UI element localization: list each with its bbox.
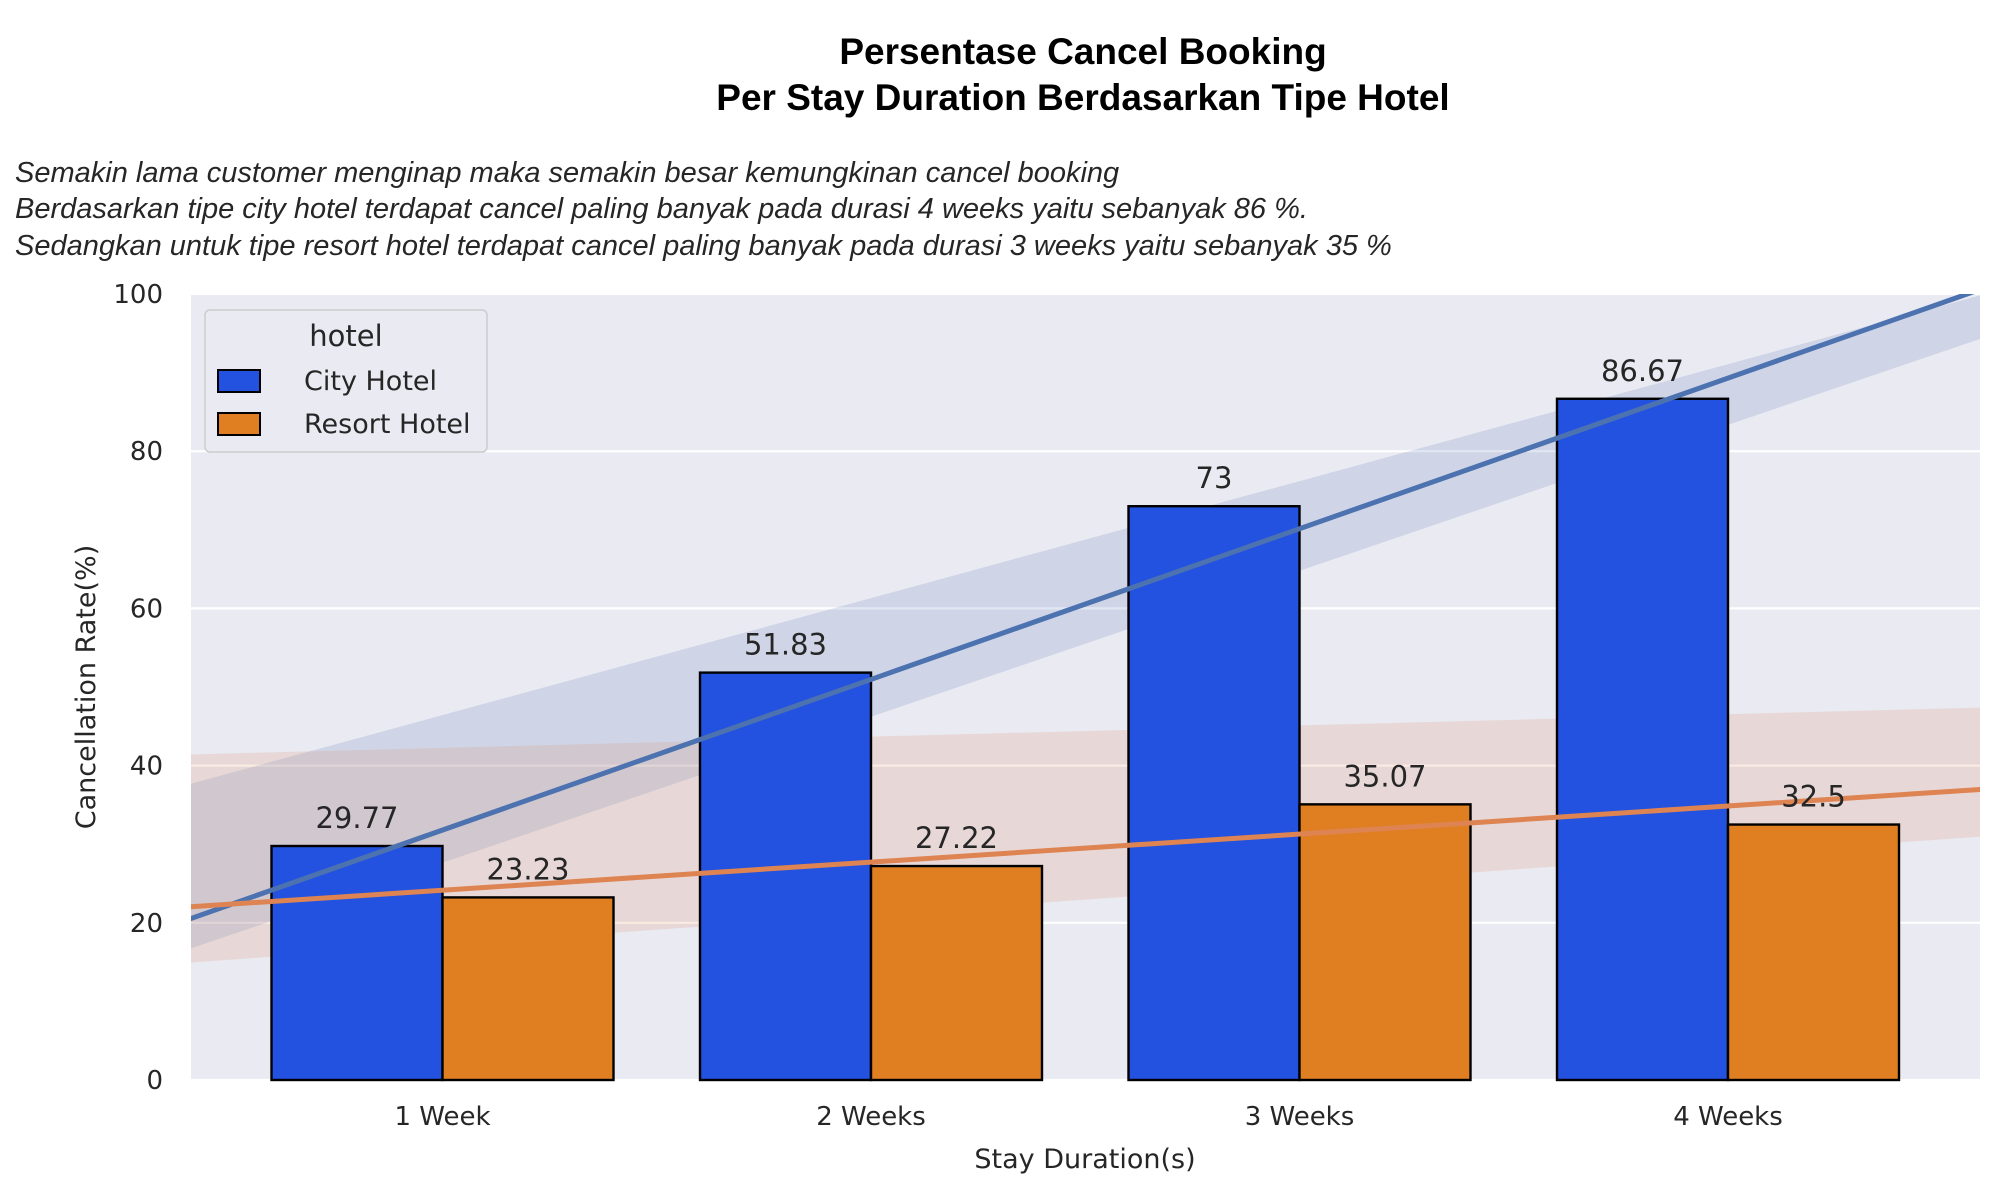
legend-swatch-city-hotel <box>217 369 261 393</box>
legend: hotel City Hotel Resort Hotel <box>204 309 488 453</box>
bar <box>1726 823 1901 1082</box>
bar <box>1298 803 1472 1082</box>
x-tick-label: 3 Weeks <box>1245 1102 1355 1132</box>
x-tick-label: 4 Weeks <box>1673 1102 1783 1132</box>
y-tick-label: 80 <box>130 437 163 467</box>
chart-title-line2: Per Stay Duration Berdasarkan Tipe Hotel <box>716 77 1449 118</box>
bar-value-label: 29.77 <box>315 801 398 835</box>
bar <box>270 844 444 1082</box>
bar <box>698 671 873 1082</box>
y-axis-label: Cancellation Rate(%) <box>71 545 102 829</box>
chart-subtitle-line2: Berdasarkan tipe city hotel terdapat can… <box>15 193 1308 225</box>
confidence-band <box>191 295 1980 949</box>
bar-value-label: 27.22 <box>915 821 998 855</box>
x-tick-labels: 1 Week 2 Weeks 3 Weeks 4 Weeks <box>394 1102 1782 1132</box>
y-tick-label: 20 <box>130 909 163 939</box>
bar-group <box>270 397 1901 1082</box>
chart-title-line1: Persentase Cancel Booking <box>839 31 1326 72</box>
chart-subtitle-line3: Sedangkan untuk tipe resort hotel terdap… <box>15 230 1392 262</box>
bar-value-label: 86.67 <box>1601 354 1684 388</box>
bar <box>1127 505 1301 1082</box>
bar-value-label: 51.83 <box>744 628 827 662</box>
y-tick-label: 40 <box>130 752 163 782</box>
y-tick-labels: 0 20 40 60 80 100 <box>113 280 163 1096</box>
legend-label-resort-hotel: Resort Hotel <box>304 409 471 440</box>
trend-confidence-bands <box>191 295 1980 963</box>
y-tick-label: 0 <box>146 1066 163 1096</box>
x-tick-label: 2 Weeks <box>816 1102 926 1132</box>
trend-line <box>191 787 1980 910</box>
trend-lines <box>191 294 1980 922</box>
legend-label-city-hotel: City Hotel <box>304 366 437 397</box>
bar-value-labels: 29.77 51.83 73 86.67 23.23 27.22 35.07 32.5 <box>315 354 1845 887</box>
legend-swatch-resort-hotel <box>217 412 261 436</box>
bar-value-label: 35.07 <box>1343 759 1426 793</box>
legend-title: hotel <box>309 319 382 353</box>
legend-box <box>204 309 488 453</box>
bar <box>1555 397 1730 1082</box>
y-tick-label: 100 <box>113 280 163 310</box>
chart-subtitle-line1: Semakin lama customer menginap maka sema… <box>15 157 1119 189</box>
x-axis-label: Stay Duration(s) <box>974 1144 1195 1175</box>
bar <box>869 864 1044 1082</box>
confidence-band <box>191 707 1980 963</box>
bar-value-label: 23.23 <box>486 852 569 886</box>
bar-value-label: 32.5 <box>1781 780 1846 814</box>
bar <box>441 896 615 1082</box>
x-tick-label: 1 Week <box>394 1102 490 1132</box>
bar-value-label: 73 <box>1196 461 1233 495</box>
y-tick-label: 60 <box>130 594 163 624</box>
trend-line <box>191 294 1975 922</box>
